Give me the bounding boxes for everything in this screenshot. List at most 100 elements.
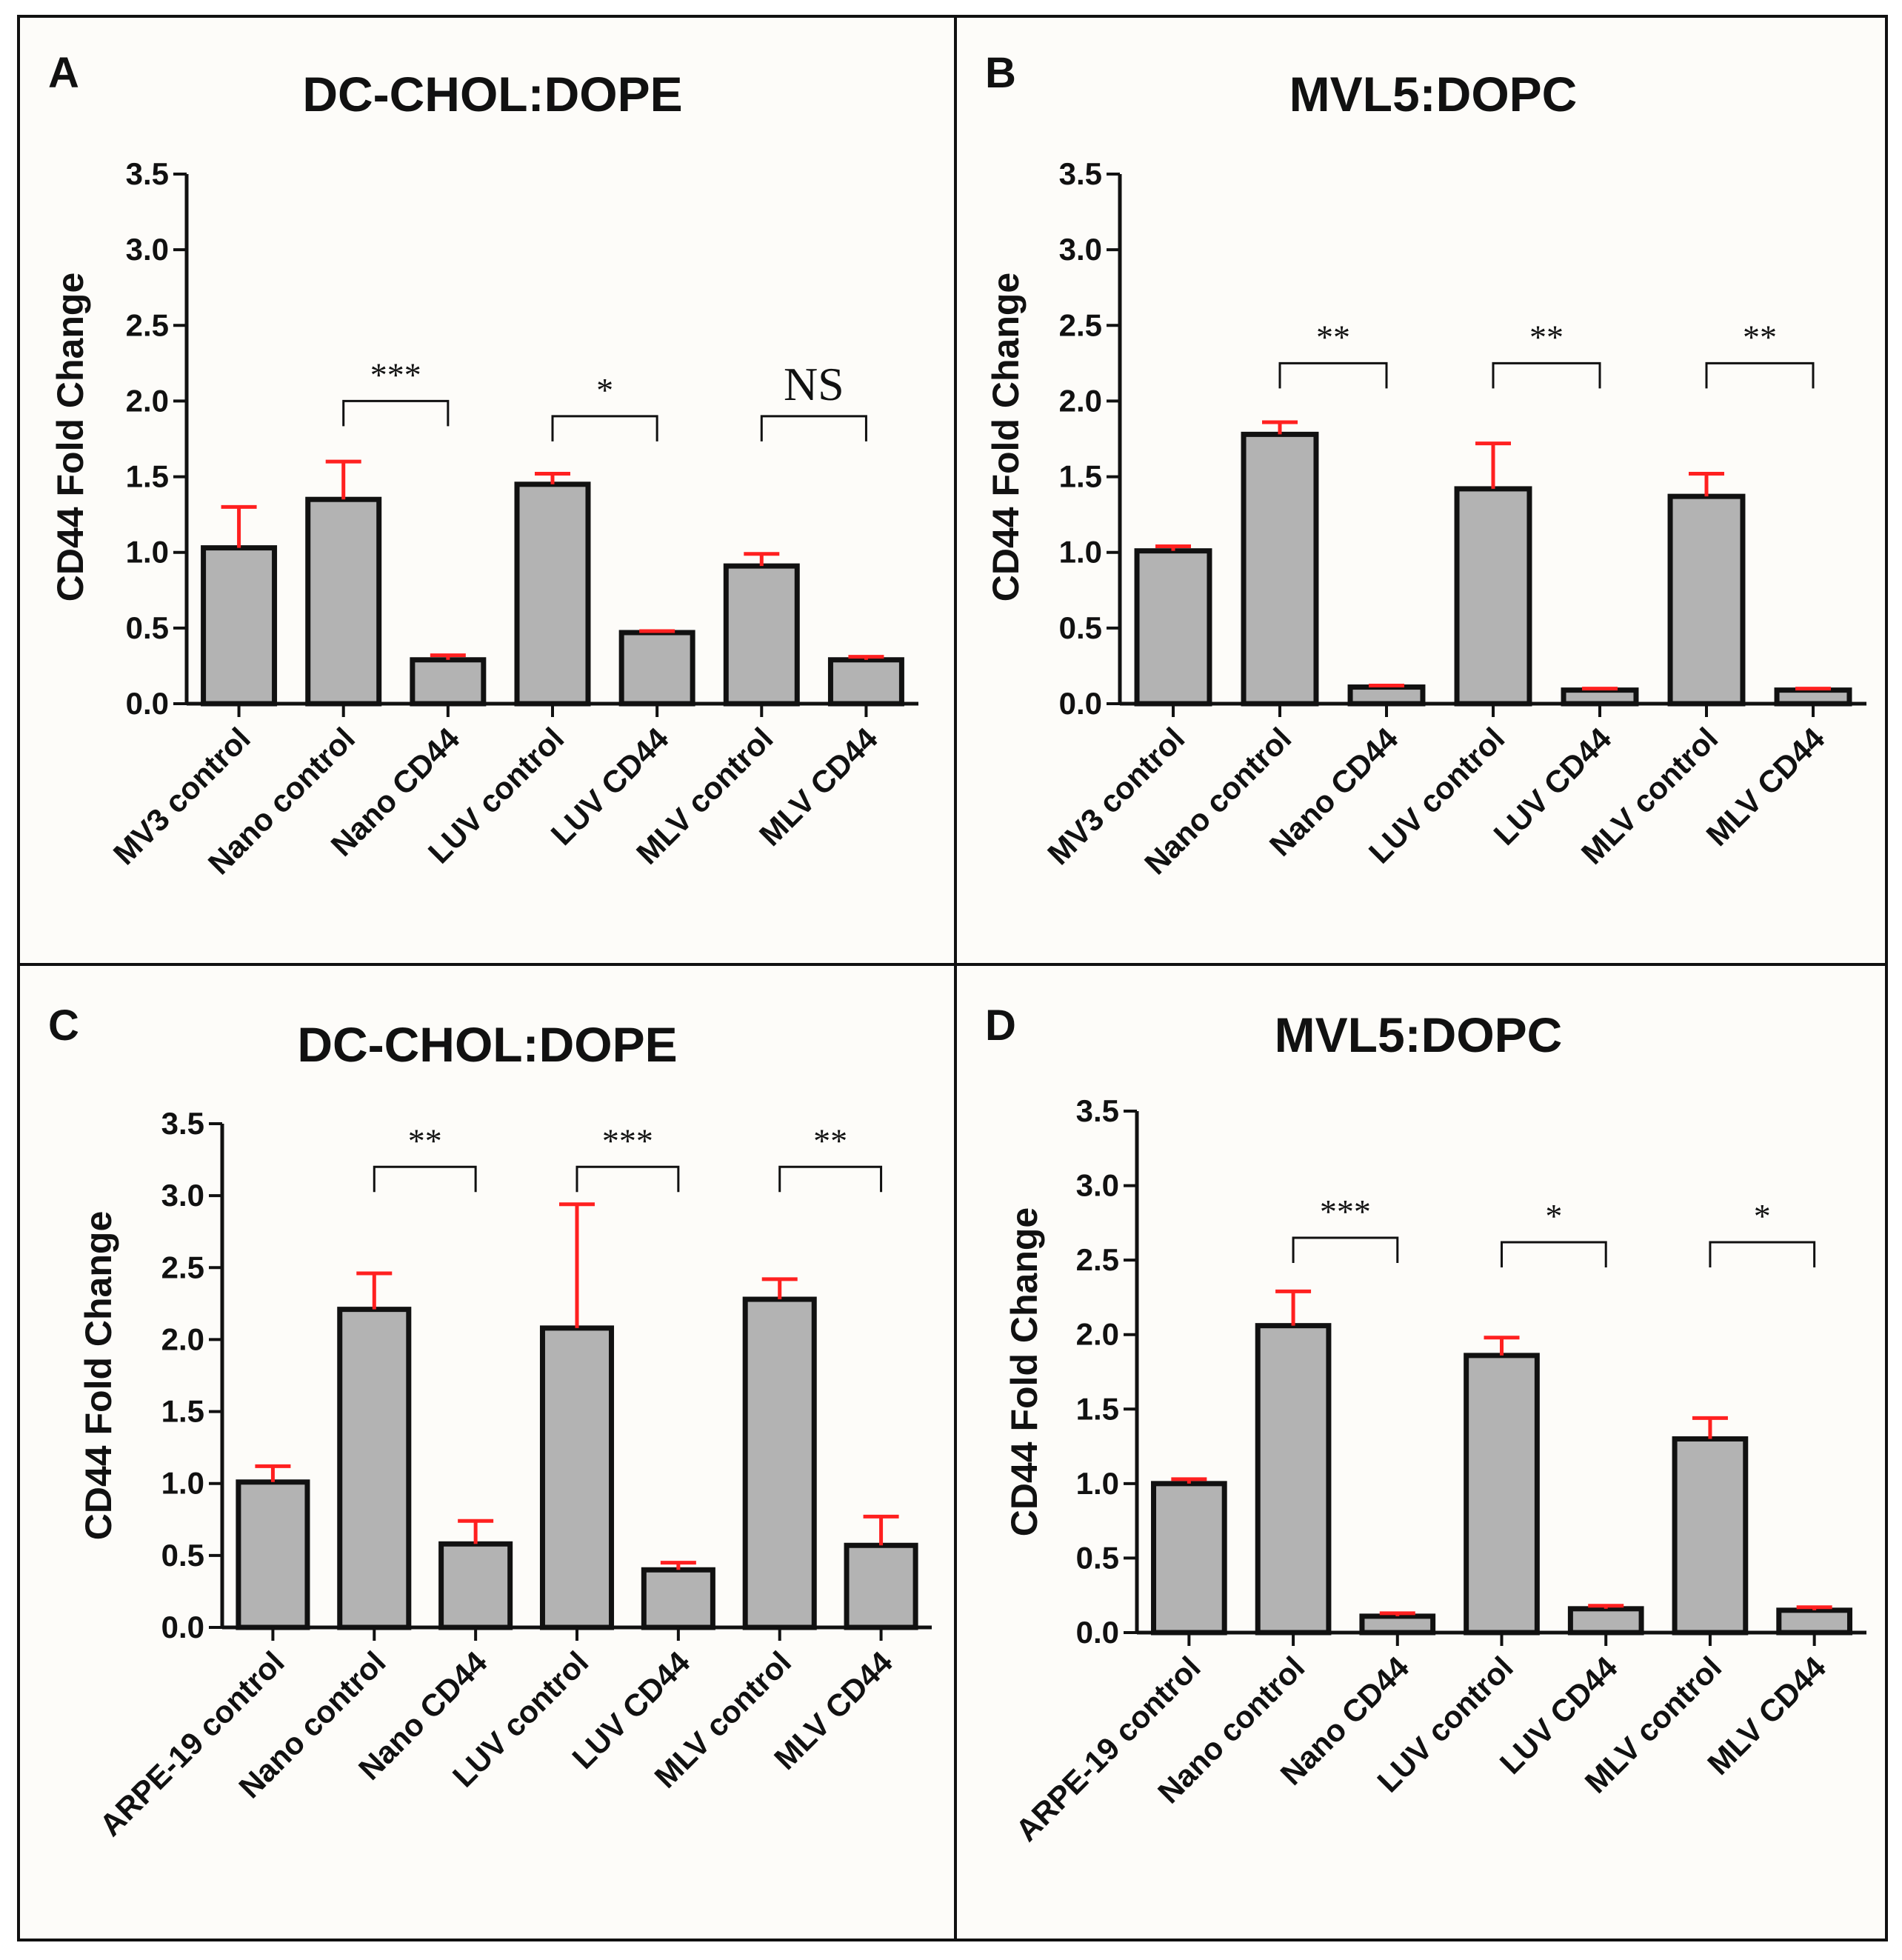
bar: [305, 496, 382, 707]
bar: [1359, 1613, 1436, 1636]
y-axis-label: CD44 Fold Change: [985, 273, 1027, 601]
y-tick-label: 2.5: [1059, 307, 1102, 342]
y-tick-label: 1.0: [126, 535, 169, 570]
panel-letter: C: [48, 1001, 79, 1050]
bar: [1672, 1436, 1749, 1636]
bar: [1774, 687, 1852, 707]
y-tick-label: 3.5: [161, 1106, 204, 1141]
bar: [539, 1325, 615, 1630]
significance-bracket: [1292, 1236, 1399, 1263]
significance-label: **: [1743, 318, 1777, 356]
significance-bracket: [342, 399, 450, 427]
bar: [438, 1541, 513, 1630]
y-tick-label: 0.5: [1076, 1540, 1119, 1575]
y-tick-label: 3.5: [126, 156, 169, 191]
chart-title: MVL5:DOPC: [1289, 67, 1578, 121]
bar: [1134, 548, 1212, 707]
significance-label: NS: [784, 358, 844, 410]
significance-label: ***: [370, 356, 421, 393]
y-tick-label: 2.0: [1059, 383, 1102, 418]
significance-label: **: [1316, 318, 1350, 356]
chart-title: DC-CHOL:DOPE: [297, 1017, 677, 1072]
significance-label: ***: [1320, 1193, 1371, 1230]
bar: [723, 563, 800, 707]
chart-title: MVL5:DOPC: [1275, 1007, 1563, 1062]
significance-bracket: [1501, 1241, 1607, 1268]
bar: [1567, 1606, 1644, 1636]
bar: [827, 657, 904, 707]
y-tick-label: 0.5: [1059, 610, 1102, 645]
y-tick-label: 2.5: [161, 1250, 204, 1284]
y-tick-label: 1.5: [1076, 1391, 1119, 1426]
panel-letter: A: [48, 49, 79, 97]
y-tick-label: 1.0: [1059, 535, 1102, 570]
significance-bracket: [760, 415, 867, 441]
y-tick-label: 0.5: [126, 610, 169, 645]
significance-bracket: [1492, 361, 1601, 389]
bar: [1776, 1607, 1852, 1636]
significance-label: *: [1754, 1197, 1771, 1235]
bar: [844, 1542, 918, 1630]
panel-letter: D: [985, 1001, 1016, 1050]
significance-bracket: [551, 415, 658, 441]
significance-label: **: [1529, 318, 1564, 356]
significance-label: **: [813, 1121, 847, 1159]
y-tick-label: 1.0: [1076, 1466, 1119, 1501]
bar: [1667, 493, 1746, 707]
y-axis-label: CD44 Fold Change: [1004, 1207, 1045, 1536]
y-tick-label: 3.5: [1059, 156, 1102, 191]
significance-bracket: [1278, 361, 1388, 389]
y-tick-label: 3.0: [1059, 232, 1102, 267]
y-tick-label: 3.5: [1076, 1093, 1119, 1128]
bar: [514, 481, 591, 707]
y-tick-label: 0.5: [161, 1538, 204, 1573]
y-tick-label: 1.5: [161, 1394, 204, 1429]
y-tick-label: 1.0: [161, 1466, 204, 1501]
chart-panel-b: B MVL5:DOPC 0.0 0.5 1.0 1.5 2.0 2.5 3.0 3.5 CD44 F…: [985, 49, 1866, 881]
bar: [1464, 1353, 1540, 1636]
y-tick-label: 2.0: [1076, 1317, 1119, 1352]
y-tick-label: 0.0: [1059, 686, 1102, 721]
significance-label: **: [408, 1121, 442, 1159]
bar: [641, 1567, 715, 1630]
significance-label: *: [596, 371, 613, 409]
y-tick-label: 0.0: [161, 1610, 204, 1644]
bar: [1241, 431, 1319, 707]
y-tick-label: 2.0: [161, 1321, 204, 1356]
significance-bracket: [1705, 361, 1815, 389]
y-axis-label: CD44 Fold Change: [50, 273, 91, 601]
panel-letter: B: [985, 49, 1016, 97]
bar: [201, 545, 278, 707]
bar: [1561, 687, 1639, 707]
bar: [1454, 486, 1532, 707]
significance-bracket: [373, 1165, 477, 1193]
significance-bracket: [575, 1165, 680, 1193]
bar: [618, 630, 695, 707]
y-tick-label: 0.0: [126, 686, 169, 721]
significance-label: ***: [602, 1121, 653, 1159]
y-tick-label: 0.0: [1076, 1615, 1119, 1650]
y-tick-label: 3.0: [126, 232, 169, 267]
figure-frame: [17, 15, 1888, 1941]
chart-title: DC-CHOL:DOPE: [302, 67, 682, 121]
y-tick-label: 1.5: [1059, 459, 1102, 494]
y-tick-label: 2.5: [1076, 1242, 1119, 1277]
y-axis-label: CD44 Fold Change: [78, 1211, 119, 1540]
y-tick-label: 1.5: [126, 459, 169, 494]
y-tick-label: 3.0: [1076, 1168, 1119, 1203]
bar: [236, 1479, 310, 1630]
y-tick-label: 3.0: [161, 1178, 204, 1213]
significance-bracket: [778, 1165, 883, 1193]
bar: [742, 1296, 817, 1630]
bar: [1151, 1481, 1227, 1636]
bar: [1255, 1323, 1332, 1636]
significance-bracket: [1709, 1241, 1816, 1268]
bar: [1347, 684, 1426, 707]
y-tick-label: 2.5: [126, 307, 169, 342]
significance-label: *: [1545, 1197, 1562, 1235]
bar: [410, 657, 487, 707]
bar: [337, 1307, 412, 1630]
y-tick-label: 2.0: [126, 383, 169, 418]
